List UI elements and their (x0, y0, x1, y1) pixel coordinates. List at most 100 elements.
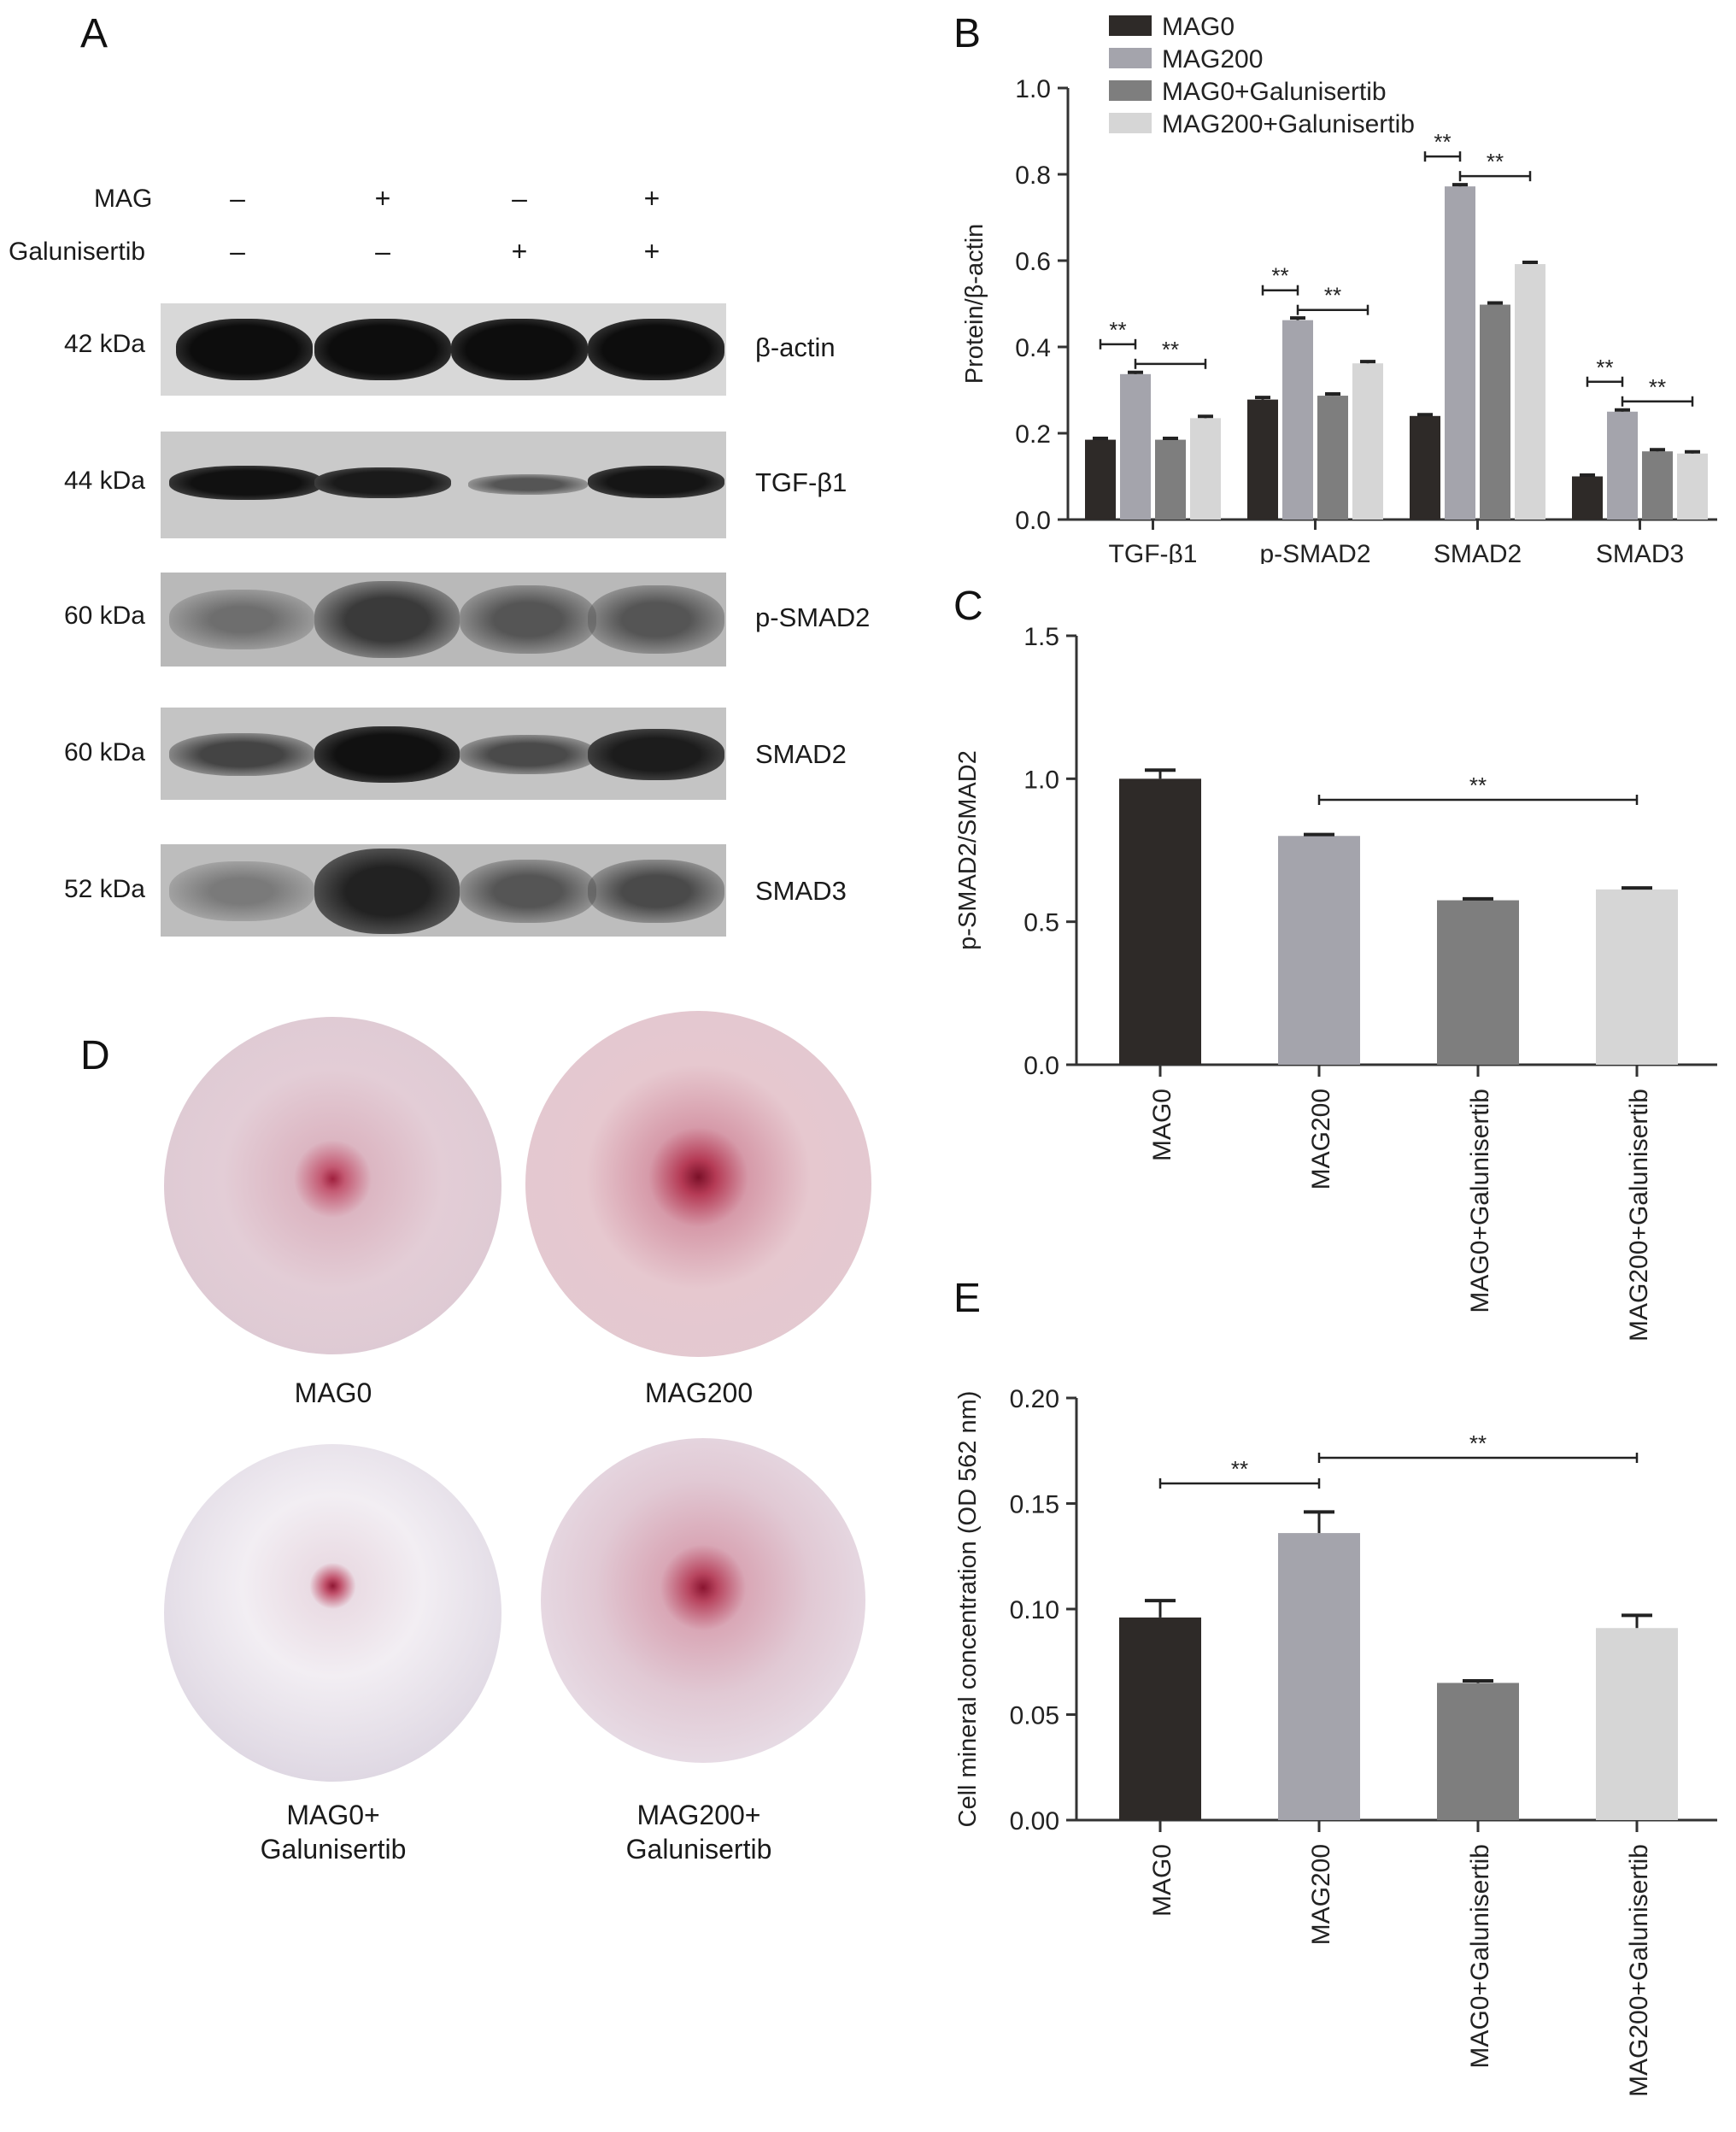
x-tick-label: SMAD3 (1596, 540, 1684, 564)
bar (1282, 320, 1313, 520)
sign-galunisertib-lane-3: + (511, 236, 528, 267)
bar (1190, 418, 1221, 520)
stain-label-mag0-galunisertib: MAG0+ Galunisertib (205, 1798, 461, 1866)
y-tick-label: 0.4 (1015, 334, 1051, 362)
significance-label: ** (1109, 317, 1126, 343)
bar (1352, 363, 1383, 520)
bar (1155, 439, 1186, 520)
y-tick-label: 0.05 (1010, 1702, 1059, 1730)
y-tick-label: 1.5 (1023, 623, 1059, 651)
stain-dish-mag0 (164, 1017, 501, 1354)
blot-band (588, 585, 724, 654)
stain-label-mag200-galunisertib: MAG200+ Galunisertib (571, 1798, 827, 1866)
x-tick-label: p-SMAD2 (1259, 540, 1370, 564)
significance-label: ** (1434, 129, 1451, 155)
stain-dish-mag0-galunisertib (164, 1444, 501, 1782)
x-tick-label: MAG0+Galunisertib (1466, 1844, 1494, 2069)
blot-band (588, 729, 724, 780)
sign-galunisertib-lane-1: – (230, 236, 245, 267)
sign-mag-lane-3: – (512, 183, 527, 214)
sign-galunisertib-lane-2: – (375, 236, 390, 267)
blot-smad2 (161, 708, 726, 800)
y-tick-label: 0.0 (1015, 507, 1051, 535)
legend-swatch (1109, 48, 1152, 68)
significance-label: ** (1271, 263, 1288, 289)
legend-swatch (1109, 15, 1152, 36)
legend-swatch (1109, 80, 1152, 101)
blot-band (460, 735, 596, 774)
y-tick-label: 0.0 (1023, 1052, 1059, 1080)
bar (1437, 1683, 1519, 1820)
blot-band (169, 733, 314, 776)
y-tick-label: 0.8 (1015, 162, 1051, 190)
kda-label: 52 kDa (63, 875, 145, 903)
stain-dish-mag200-galunisertib (541, 1438, 865, 1763)
significance-label: ** (1469, 1430, 1487, 1456)
x-tick-label: MAG200+Galunisertib (1625, 1844, 1653, 2097)
significance-label: ** (1469, 772, 1487, 798)
protein-label: SMAD3 (755, 876, 847, 906)
legend-label: MAG200 (1162, 45, 1263, 73)
y-tick-label: 0.5 (1023, 909, 1059, 937)
bar (1119, 778, 1201, 1065)
blot-band (588, 319, 724, 380)
bar (1437, 900, 1519, 1065)
significance-label: ** (1596, 355, 1613, 380)
blot-band (314, 849, 460, 934)
y-tick-label: 1.0 (1023, 766, 1059, 794)
stain-label-line: MAG200+ (636, 1800, 761, 1830)
panel-label-a: A (80, 11, 108, 56)
bar (1278, 1533, 1360, 1820)
significance-label: ** (1162, 337, 1179, 362)
x-tick-label: MAG0 (1148, 1089, 1176, 1161)
blot-band (468, 474, 588, 495)
significance-label: ** (1487, 149, 1504, 174)
y-axis-title: Cell mineral concentration (OD 562 nm) (954, 1391, 982, 1828)
protein-label: β-actin (755, 332, 836, 362)
panel-label-e: E (953, 1276, 982, 1321)
significance-label: ** (1649, 374, 1666, 400)
blot-band (169, 861, 314, 921)
y-tick-label: 0.2 (1015, 420, 1051, 449)
protein-label: p-SMAD2 (755, 602, 871, 632)
x-tick-label: MAG200 (1307, 1089, 1335, 1189)
sign-mag-lane-4: + (643, 183, 660, 214)
bar (1607, 411, 1638, 520)
y-axis-title: Protein/β-actin (961, 224, 988, 385)
blot-band (588, 860, 724, 923)
stain-label-line: Galunisertib (260, 1834, 407, 1865)
bar (1515, 264, 1545, 520)
y-axis-title: p-SMAD2/SMAD2 (954, 750, 982, 950)
panel-label-c: C (953, 584, 983, 629)
blot-band (451, 319, 588, 380)
y-tick-label: 0.10 (1010, 1596, 1059, 1624)
bar (1278, 836, 1360, 1065)
legend-label: MAG200+Galunisertib (1162, 110, 1415, 138)
bar (1480, 304, 1510, 520)
bar (1445, 186, 1475, 520)
bar (1410, 415, 1440, 520)
bar (1317, 396, 1348, 520)
blot-band (314, 319, 451, 380)
significance-label: ** (1231, 1456, 1248, 1482)
legend-label: MAG0+Galunisertib (1162, 78, 1387, 106)
bar (1247, 399, 1278, 520)
blot-smad3 (161, 844, 726, 937)
stain-label-mag0: MAG0 (294, 1377, 372, 1408)
x-tick-label: MAG200+Galunisertib (1625, 1089, 1653, 1342)
blot-band (460, 860, 596, 923)
x-tick-label: MAG0 (1148, 1844, 1176, 1917)
blot-tgf-beta1 (161, 432, 726, 538)
x-tick-label: MAG0+Galunisertib (1466, 1089, 1494, 1313)
chart-b: 0.0 0.2 0.4 0.6 0.8 1.0 Protein/β-actin TGF-β1 p… (961, 13, 1717, 564)
kda-label: 60 kDa (63, 602, 145, 630)
bar (1119, 1617, 1201, 1820)
x-tick-label: TGF-β1 (1109, 540, 1198, 564)
bar (1596, 1628, 1678, 1820)
bar (1596, 889, 1678, 1065)
y-tick-label: 1.0 (1015, 75, 1051, 103)
blot-band (169, 590, 314, 649)
stain-label-line: Galunisertib (625, 1834, 772, 1865)
y-tick-label: 0.00 (1010, 1807, 1059, 1835)
y-tick-label: 0.20 (1010, 1385, 1059, 1413)
